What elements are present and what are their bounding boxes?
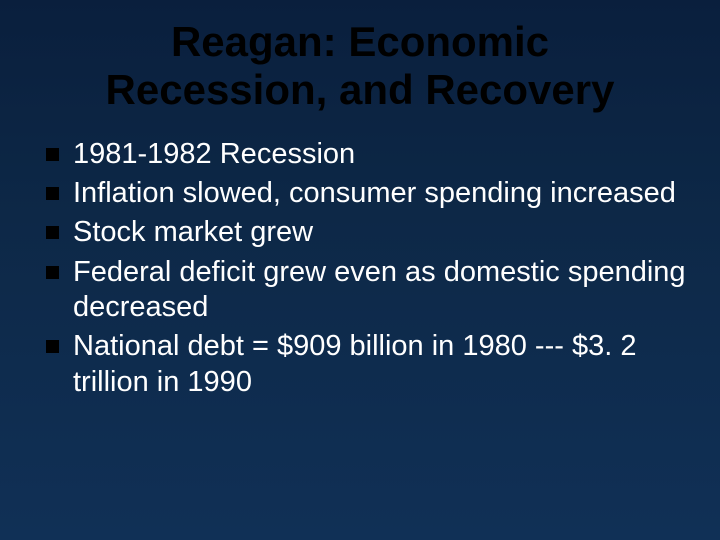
- bullet-item: National debt = $909 billion in 1980 ---…: [46, 329, 688, 400]
- bullet-marker-icon: [46, 266, 59, 279]
- bullet-marker-icon: [46, 340, 59, 353]
- bullet-marker-icon: [46, 148, 59, 161]
- slide-title: Reagan: Economic Recession, and Recovery: [32, 18, 688, 115]
- bullet-text: Stock market grew: [73, 215, 313, 250]
- bullet-item: 1981-1982 Recession: [46, 137, 688, 172]
- bullet-list: 1981-1982 Recession Inflation slowed, co…: [32, 137, 688, 401]
- bullet-marker-icon: [46, 187, 59, 200]
- bullet-marker-icon: [46, 226, 59, 239]
- slide-container: Reagan: Economic Recession, and Recovery…: [0, 0, 720, 540]
- bullet-item: Stock market grew: [46, 215, 688, 250]
- bullet-text: National debt = $909 billion in 1980 ---…: [73, 329, 688, 400]
- bullet-text: Inflation slowed, consumer spending incr…: [73, 176, 676, 211]
- bullet-item: Federal deficit grew even as domestic sp…: [46, 255, 688, 326]
- bullet-text: 1981-1982 Recession: [73, 137, 355, 172]
- bullet-text: Federal deficit grew even as domestic sp…: [73, 255, 688, 326]
- bullet-item: Inflation slowed, consumer spending incr…: [46, 176, 688, 211]
